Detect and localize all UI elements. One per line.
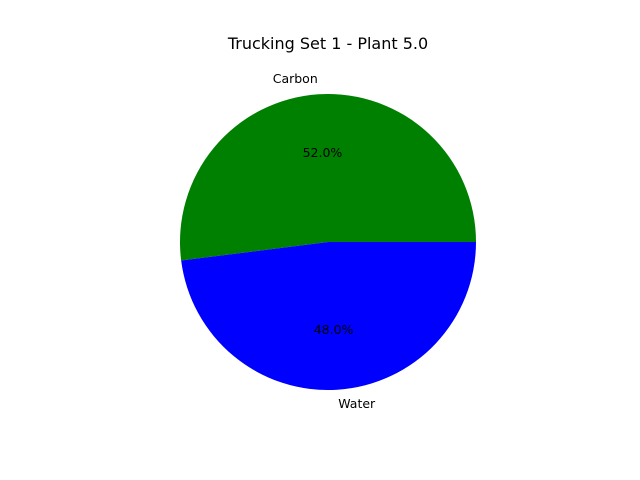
pie-slices [180,94,477,391]
slice-label-carbon: Carbon [273,71,318,86]
slice-percent-water: 48.0% [314,322,354,337]
slice-label-water: Water [338,396,376,411]
pie-slice-water [181,242,477,391]
pie-labels: Carbon 52.0% Water 48.0% [273,71,376,411]
pie-slice-carbon [180,94,477,261]
chart-title: Trucking Set 1 - Plant 5.0 [227,34,428,53]
slice-percent-carbon: 52.0% [303,145,343,160]
